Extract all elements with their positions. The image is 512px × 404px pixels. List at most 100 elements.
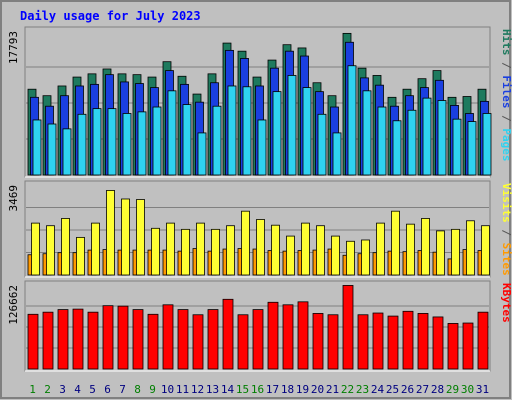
panel-kbytes: 126662 KBytes — [7, 280, 512, 372]
x-tick-label-day-13: 13 — [206, 383, 219, 396]
bar-visits-visits-day-24 — [376, 222, 385, 276]
bar-hits-pages-day-28 — [437, 100, 447, 176]
bar-hits-pages-day-19 — [302, 87, 312, 176]
panel-hits-legend: Hits / Files / Pages — [500, 29, 512, 162]
bar-visits-visits-day-7 — [121, 198, 130, 276]
legend-part: Pages — [500, 128, 512, 161]
x-tick-label-day-22: 22 — [341, 383, 354, 396]
bar-kbytes-kbytes-day-24 — [372, 312, 384, 370]
legend-part: / — [500, 56, 512, 76]
bar-kbytes-kbytes-day-4 — [72, 308, 84, 370]
bar-kbytes-kbytes-day-13 — [207, 309, 219, 370]
bar-hits-pages-day-16 — [257, 119, 267, 176]
bar-visits-visits-day-18 — [286, 235, 295, 276]
bar-kbytes-kbytes-day-1 — [27, 313, 39, 370]
x-tick-label-day-3: 3 — [59, 383, 66, 396]
x-tick-label-day-11: 11 — [176, 383, 189, 396]
bar-kbytes-kbytes-day-12 — [192, 314, 204, 370]
bar-visits-visits-day-28 — [436, 230, 445, 276]
bar-hits-pages-day-7 — [122, 113, 132, 176]
bar-visits-visits-day-19 — [301, 222, 310, 276]
bar-hits-pages-day-10 — [167, 90, 177, 176]
x-tick-label-day-5: 5 — [89, 383, 96, 396]
x-tick-label-day-1: 1 — [29, 383, 36, 396]
panel-kbytes-max-label: 126662 — [7, 285, 20, 325]
bar-hits-pages-day-29 — [452, 118, 462, 176]
x-tick-label-day-25: 25 — [386, 383, 399, 396]
bar-kbytes-kbytes-day-31 — [477, 311, 489, 370]
bar-visits-visits-day-15 — [241, 210, 250, 276]
bar-hits-pages-day-31 — [482, 113, 492, 176]
bar-kbytes-kbytes-day-17 — [267, 301, 279, 370]
bar-visits-visits-day-10 — [166, 222, 175, 276]
bar-kbytes-kbytes-day-23 — [357, 314, 369, 370]
bar-visits-visits-day-30 — [466, 220, 475, 276]
bar-hits-pages-day-8 — [137, 111, 147, 176]
bar-visits-visits-day-25 — [391, 210, 400, 276]
bar-hits-pages-day-17 — [272, 91, 282, 176]
bar-kbytes-kbytes-day-3 — [57, 309, 69, 370]
bar-kbytes-kbytes-day-11 — [177, 309, 189, 370]
bar-visits-visits-day-11 — [181, 228, 190, 276]
bar-visits-visits-day-3 — [61, 218, 70, 276]
legend-part: / — [500, 223, 512, 243]
bar-visits-visits-day-12 — [196, 222, 205, 276]
bar-kbytes-kbytes-day-6 — [102, 305, 114, 370]
bar-visits-visits-day-22 — [346, 240, 355, 276]
panel-visits: 3469 Visits / Sites — [7, 180, 512, 278]
bar-hits-pages-day-20 — [317, 113, 327, 176]
bar-visits-visits-day-20 — [316, 225, 325, 276]
bar-visits-visits-day-8 — [136, 199, 145, 276]
bar-hits-pages-day-26 — [407, 109, 417, 176]
legend-part: Sites — [500, 243, 512, 276]
x-tick-label-day-28: 28 — [431, 383, 444, 396]
bar-kbytes-kbytes-day-10 — [162, 304, 174, 370]
bar-kbytes-kbytes-day-22 — [342, 285, 354, 370]
legend-part: Files — [500, 75, 512, 108]
bar-visits-visits-day-31 — [481, 225, 490, 276]
x-tick-label-day-10: 10 — [161, 383, 174, 396]
x-tick-label-day-4: 4 — [74, 383, 81, 396]
bar-kbytes-kbytes-day-2 — [42, 311, 54, 370]
bar-kbytes-kbytes-day-20 — [312, 313, 324, 370]
bar-kbytes-kbytes-day-15 — [237, 314, 249, 370]
legend-part: Visits — [500, 183, 512, 223]
x-tick-label-day-15: 15 — [236, 383, 249, 396]
bar-visits-visits-day-23 — [361, 239, 370, 276]
bar-visits-visits-day-21 — [331, 235, 340, 276]
bar-hits-pages-day-2 — [47, 123, 57, 176]
x-tick-label-day-18: 18 — [281, 383, 294, 396]
bar-hits-pages-day-27 — [422, 97, 432, 176]
x-tick-label-day-20: 20 — [311, 383, 324, 396]
x-tick-label-day-7: 7 — [119, 383, 126, 396]
x-tick-label-day-14: 14 — [221, 383, 235, 396]
bar-visits-visits-day-16 — [256, 219, 265, 276]
bar-kbytes-kbytes-day-9 — [147, 313, 159, 370]
bar-hits-pages-day-25 — [392, 120, 402, 176]
bar-hits-pages-day-21 — [332, 132, 342, 176]
bar-kbytes-kbytes-day-5 — [87, 311, 99, 370]
bar-kbytes-kbytes-day-30 — [462, 322, 474, 370]
bar-hits-pages-day-23 — [362, 90, 372, 176]
bar-kbytes-kbytes-day-29 — [447, 323, 459, 370]
bar-visits-visits-day-6 — [106, 190, 115, 276]
bar-hits-pages-day-5 — [92, 108, 102, 176]
bar-kbytes-kbytes-day-18 — [282, 304, 294, 370]
bar-hits-pages-day-22 — [347, 65, 357, 176]
x-tick-label-day-17: 17 — [266, 383, 279, 396]
bar-visits-visits-day-29 — [451, 228, 460, 276]
x-tick-label-day-23: 23 — [356, 383, 369, 396]
bar-hits-pages-day-12 — [197, 132, 207, 176]
bar-kbytes-kbytes-day-27 — [417, 313, 429, 370]
legend-part: Hits — [500, 29, 512, 56]
bar-hits-pages-day-9 — [152, 106, 162, 176]
bar-kbytes-kbytes-day-16 — [252, 309, 264, 370]
panel-visits-max-label: 3469 — [7, 185, 20, 212]
x-tick-label-day-27: 27 — [416, 383, 429, 396]
x-tick-label-day-9: 9 — [149, 383, 156, 396]
x-tick-label-day-2: 2 — [44, 383, 51, 396]
chart-title: Daily usage for July 2023 — [20, 9, 201, 23]
bar-hits-pages-day-6 — [107, 108, 117, 176]
